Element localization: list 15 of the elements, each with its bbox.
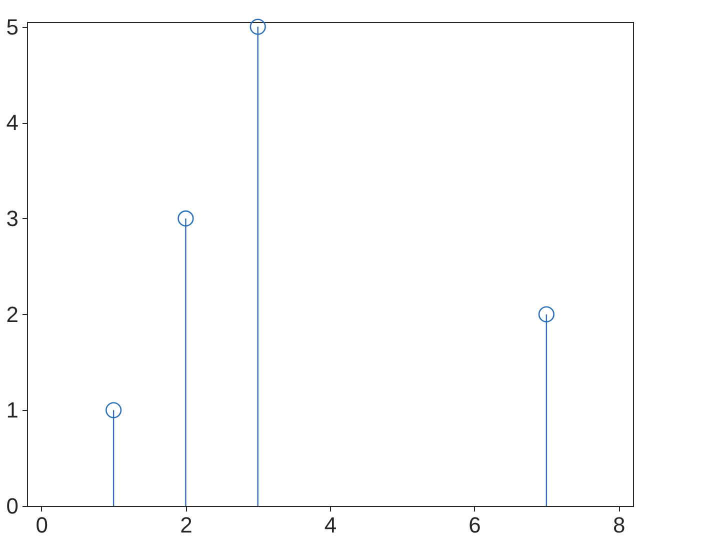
x-tick-label: 2	[180, 512, 192, 538]
point	[250, 18, 266, 35]
y-tick-label: 0	[6, 494, 18, 518]
point	[106, 402, 122, 418]
y-tick-label: 1	[6, 398, 18, 423]
y-tick-label: 5	[6, 14, 18, 40]
x-tick-label: 8	[612, 512, 626, 538]
y-tick-label: 3	[6, 206, 18, 231]
x-tick-label: 0	[36, 512, 48, 538]
y-tick-label: 4	[6, 110, 18, 136]
point	[178, 210, 194, 227]
x-tick-label: 6	[468, 512, 481, 538]
x-tick-label: 4	[324, 512, 337, 538]
y-tick-label: 2	[6, 302, 18, 327]
point	[538, 306, 554, 322]
